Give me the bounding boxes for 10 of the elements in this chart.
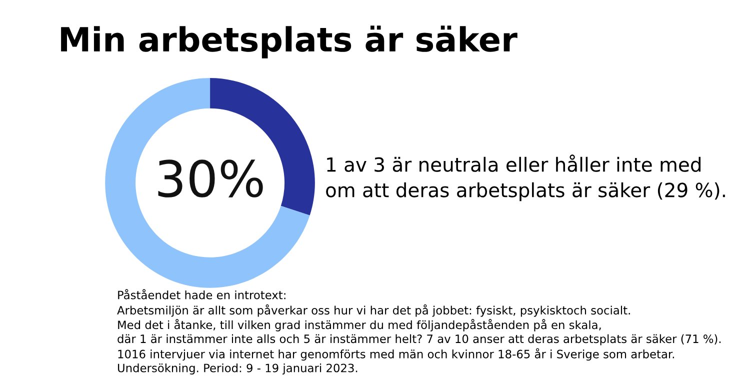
text: 1016 intervjuer via internet har genomförts med män och kvinnor 18-65 år i Sverige som arbetar. <box>118 348 674 361</box>
donut-slice <box>105 78 310 288</box>
text: Med det i åtanke, till vilken grad instämmer du med följandepåståenden på en skala, <box>118 319 601 332</box>
data-label: 30% <box>158 160 263 198</box>
chart-title: Min arbetsplats är säker <box>61 26 518 58</box>
text: Arbetsmiljön är allt som påverkar oss hur vi har det på jobbet: fysiskt, psykisktoch socialt. <box>117 304 630 317</box>
text: Undersökning. Period: 9 - 19 januari 2023. <box>118 363 358 375</box>
text: där 1 är instämmer inte alls och 5 är instämmer helt? 7 av 10 anser att deras arbetsplats är säker (71 %). <box>118 334 721 346</box>
text: 1 av 3 är neutrala eller håller inte med om att deras arbetsplats är säker (29 %). <box>326 154 725 202</box>
text: Påståendet hade en introtext: <box>118 289 286 300</box>
